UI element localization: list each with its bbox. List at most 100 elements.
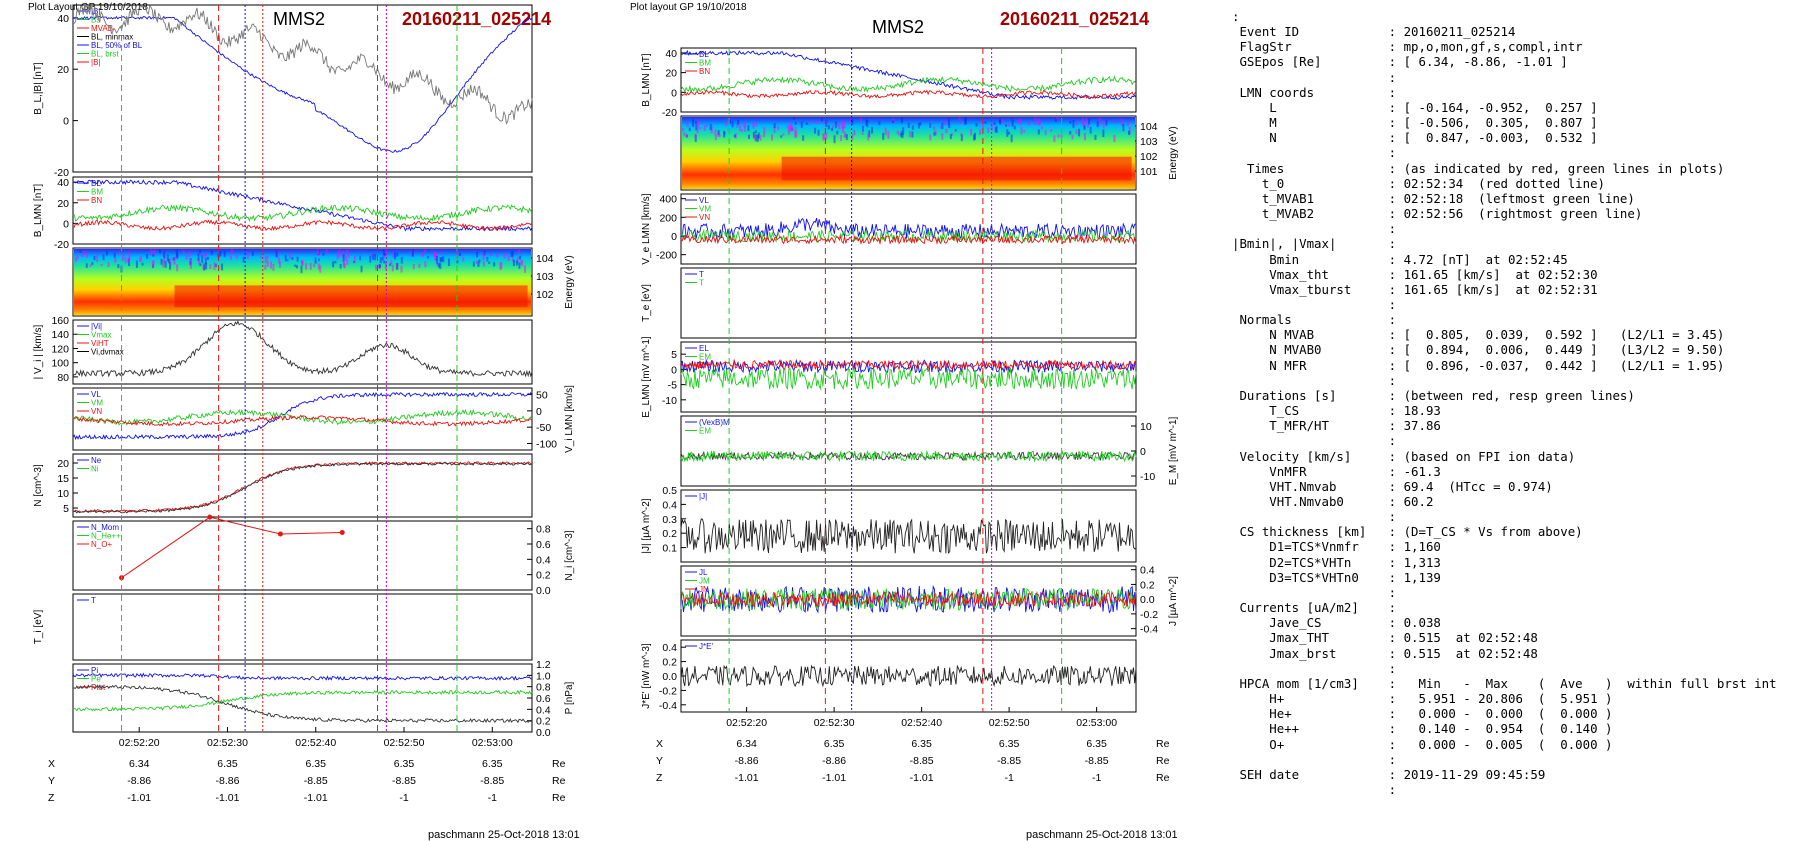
spectrogram-speckle <box>842 125 845 133</box>
spectrogram-speckle <box>477 261 480 267</box>
spectrogram-speckle <box>169 258 172 266</box>
panel-frame <box>72 453 533 518</box>
spectrogram-speckle <box>346 259 349 266</box>
legend-label: BM <box>699 59 711 68</box>
info-line: : <box>1232 751 1397 767</box>
spectrogram-speckle <box>472 261 475 267</box>
spectrogram-speckle <box>686 122 689 128</box>
spectrogram-speckle <box>489 253 492 257</box>
spectrogram-speckle <box>424 261 427 268</box>
spectrogram-speckle <box>1060 134 1063 138</box>
spectrogram-speckle <box>518 255 521 260</box>
spectrogram-speckle <box>1069 120 1072 124</box>
spectrogram-speckle <box>411 249 414 257</box>
spectrogram-speckle <box>462 257 465 262</box>
spectrogram-speckle <box>800 121 803 128</box>
legend-label: BM <box>91 188 103 197</box>
spectrogram-speckle <box>1006 129 1009 137</box>
spectrogram-speckle <box>391 264 394 272</box>
spectrogram-speckle <box>1019 118 1022 126</box>
spectrogram-speckle <box>1127 120 1130 127</box>
info-line: Currents [uA/m2] : <box>1232 600 1397 616</box>
y-tick-label-right: 0.0 <box>536 585 551 597</box>
info-line: Velocity [km/s] : (based on FPI ion data… <box>1232 448 1576 464</box>
spectrogram-speckle <box>478 259 481 263</box>
spectrogram-speckle <box>762 133 765 138</box>
spectrogram-speckle <box>984 121 987 124</box>
spectrogram-speckle <box>209 264 212 270</box>
spectrogram-speckle <box>1040 126 1043 130</box>
info-line: N MVAB : [ 0.805, 0.039, 0.592 ] (L2/L1 … <box>1232 327 1725 343</box>
spectrogram-speckle <box>1120 118 1123 126</box>
info-line: GSEpos [Re] : [ 6.34, -8.86, -1.01 ] <box>1232 54 1568 70</box>
spectrogram-speckle <box>692 119 695 127</box>
info-line: M : [ -0.506, 0.305, 0.807 ] <box>1232 115 1598 131</box>
y-axis-label: E_M [mV m^-1] <box>1168 416 1179 485</box>
spectrogram-speckle <box>229 255 232 260</box>
spectrogram-speckle <box>817 129 820 136</box>
info-line: N MVAB0 : [ 0.894, 0.006, 0.449 ] (L3/L2… <box>1232 342 1725 358</box>
y-axis-label: Energy (eV) <box>564 255 575 308</box>
right-spacecraft-title: MMS2 <box>872 17 925 37</box>
spectrogram-speckle <box>288 252 291 259</box>
y-tick-label-right: 0.4 <box>1140 565 1155 577</box>
position-value: 6.35 <box>394 758 415 770</box>
legend-label: VL <box>91 390 101 399</box>
position-value: 6.35 <box>999 738 1020 750</box>
spectrogram-speckle <box>1087 123 1090 128</box>
legend-label: |B| <box>91 7 101 16</box>
spectrogram-speckle <box>396 263 399 270</box>
spectrogram-speckle <box>755 134 758 142</box>
spectrogram-speckle <box>221 263 224 271</box>
spectrogram-speckle <box>118 251 121 254</box>
y-tick-label-right: -100 <box>536 438 557 450</box>
panel-frame <box>72 247 533 317</box>
spectrogram-speckle <box>164 260 167 268</box>
spectrogram-speckle <box>476 251 479 258</box>
y-tick-label-right: 104 <box>1140 121 1158 133</box>
y-tick-label-right: 0.6 <box>536 693 551 705</box>
legend-label: N_He++ <box>91 532 121 541</box>
he-line <box>121 516 343 579</box>
spectrogram-speckle <box>814 127 817 134</box>
spectrogram-speckle <box>1113 119 1116 123</box>
info-line: D3=TCS*VHTn0 : 1,139 <box>1232 569 1441 585</box>
spectrogram-speckle <box>201 255 204 263</box>
spectrogram-speckle <box>456 250 459 259</box>
spectrogram-speckle <box>1054 118 1057 122</box>
info-line: He++ : 0.140 - 0.954 ( 0.140 ) <box>1232 721 1613 737</box>
spectrogram-speckle <box>322 252 325 256</box>
position-unit: Re <box>552 775 566 787</box>
spectrogram-speckle <box>400 257 403 264</box>
spectrogram-speckle <box>837 123 840 127</box>
spectrogram-speckle <box>456 259 459 264</box>
spectrogram-speckle <box>851 118 854 125</box>
y-tick-label-right: 0.2 <box>536 570 551 582</box>
spectrogram-speckle <box>518 262 521 269</box>
y-tick-label: 0 <box>671 231 677 243</box>
info-line: T_MFR/HT : 37.86 <box>1232 418 1441 434</box>
y-tick-label-right: 0.0 <box>536 727 551 739</box>
spectrogram-speckle <box>79 250 82 253</box>
spectrogram-speckle <box>731 121 734 128</box>
spectrogram-speckle <box>688 127 691 132</box>
spectrogram-speckle <box>204 257 207 265</box>
y-tick-label-right: 0.8 <box>536 682 551 694</box>
spectrogram-speckle <box>1071 134 1074 140</box>
spectrogram-speckle <box>166 254 169 262</box>
spectrogram-speckle <box>517 249 520 255</box>
spectrogram-speckle <box>929 123 932 128</box>
position-value: 6.34 <box>736 738 757 750</box>
spectrogram-speckle <box>374 253 377 261</box>
spectrogram-speckle <box>442 256 445 263</box>
y-tick-label-right: 10 <box>1140 421 1152 433</box>
spectrogram-speckle <box>843 135 846 138</box>
spectrogram-speckle <box>382 250 385 256</box>
spectrogram-speckle <box>900 130 903 135</box>
y-tick-label: 0 <box>671 87 677 99</box>
spectrogram-speckle <box>725 121 728 127</box>
legend-label: BN <box>699 67 710 76</box>
spectrogram-speckle <box>150 249 153 256</box>
spectrogram-speckle <box>135 260 138 268</box>
spectrogram-speckle <box>269 261 272 269</box>
